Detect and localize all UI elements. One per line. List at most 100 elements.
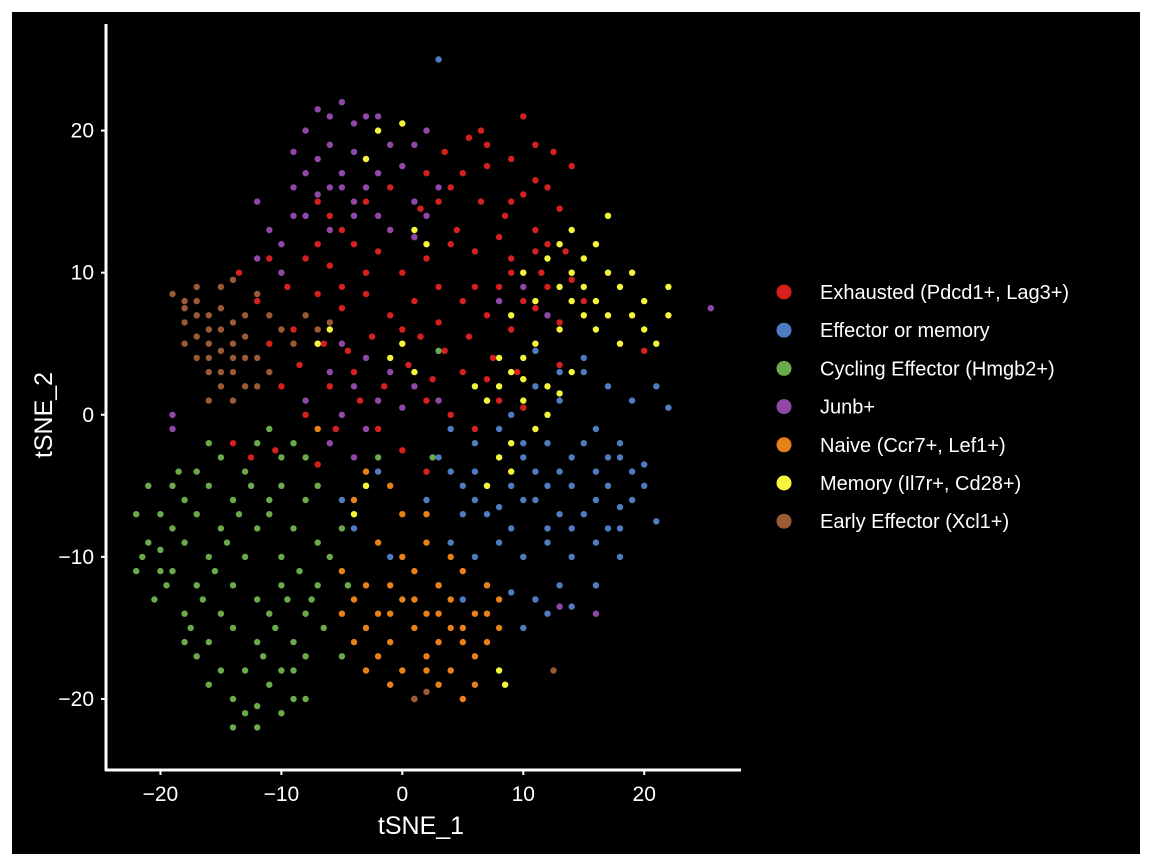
point-s0-83 [435,319,442,326]
point-s4-6 [495,624,503,632]
point-s0-34 [556,319,563,326]
point-s2-61 [272,624,279,632]
point-s4-31 [338,610,346,617]
point-s1-56 [616,525,624,532]
point-s1-62 [580,440,587,447]
point-s6-12 [205,368,212,376]
point-s6-28 [254,383,261,390]
point-s0-40 [514,368,521,376]
point-s6-44 [217,368,225,376]
point-s0-24 [314,290,321,298]
point-s1-25 [447,539,454,546]
y-tick-label-1: −10 [58,546,94,569]
point-s1-38 [556,582,563,589]
point-s0-80 [314,241,321,248]
point-s6-13 [217,383,225,390]
point-s1-34 [459,596,466,603]
point-s0-18 [399,269,406,276]
point-s1-55 [592,468,600,475]
point-s0-27 [387,312,394,319]
point-s2-2 [157,511,164,518]
point-s4-30 [362,667,370,674]
point-s2-30 [266,681,273,688]
point-s0-81 [290,326,297,333]
point-s0-60 [381,383,388,390]
point-s4-2 [399,596,406,603]
point-s2-53 [199,596,206,603]
point-s4-10 [435,638,442,646]
point-s5-44 [399,340,406,347]
point-s1-68 [520,440,527,447]
point-s1-53 [544,525,551,532]
point-s2-80 [157,567,164,575]
point-s0-66 [247,454,255,461]
point-s2-0 [133,567,140,575]
point-s0-53 [447,184,454,191]
point-s5-42 [411,226,418,234]
point-s1-28 [520,553,527,561]
point-s3-58 [350,454,358,461]
point-s5-53 [544,255,551,262]
point-s2-1 [145,539,152,546]
point-s1-47 [616,503,624,511]
point-s3-35 [278,269,285,276]
point-s6-29 [205,397,212,404]
point-s0-94 [471,425,479,433]
point-s1-12 [544,440,551,447]
point-s4-23 [399,553,406,561]
point-s2-63 [296,567,303,575]
point-s5-11 [592,326,600,333]
point-s0-100 [435,198,442,205]
point-s4-46 [362,582,370,589]
point-s0-5 [550,148,557,156]
point-s1-27 [495,539,503,546]
point-s0-67 [229,440,237,447]
point-s1-70 [568,525,575,532]
point-s3-62 [544,312,551,319]
point-s3-61 [520,283,527,291]
point-s1-52 [520,496,527,504]
point-s2-44 [314,539,321,546]
point-s0-96 [520,404,527,411]
point-s1-23 [628,397,636,404]
point-s2-43 [302,496,309,504]
point-s3-30 [362,113,370,120]
point-s4-39 [423,511,430,518]
point-s0-11 [556,205,563,212]
point-s1-6 [604,482,612,489]
point-s5-3 [592,241,600,248]
point-s2-82 [181,496,188,504]
point-s2-27 [278,582,285,589]
point-s0-97 [326,383,333,390]
point-s3-23 [411,198,418,205]
point-s2-60 [260,653,267,660]
point-s6-36 [241,333,249,340]
point-s0-38 [465,333,473,340]
point-s2-84 [205,440,212,447]
point-s2-4 [151,596,158,603]
point-s3-7 [387,141,394,148]
point-s1-11 [520,454,527,461]
point-s2-7 [193,511,200,518]
point-s2-48 [145,482,152,489]
point-s5-15 [580,283,587,291]
point-s4-0 [350,596,358,603]
point-s0-19 [374,248,382,255]
x-tick-label-2: 0 [396,783,408,806]
point-s5-41 [399,120,406,127]
legend-swatch-0 [776,284,792,300]
point-s4-45 [387,610,394,617]
point-s3-57 [362,354,370,362]
point-s6-8 [205,340,212,347]
legend-swatch-3 [776,399,792,415]
point-s2-66 [290,667,297,674]
point-s3-38 [411,141,418,148]
point-s2-38 [302,610,309,617]
point-s1-30 [568,553,575,561]
point-s1-7 [628,496,636,504]
point-s0-106 [338,226,346,234]
point-s0-43 [320,340,327,347]
point-s3-4 [314,155,321,163]
point-s3-48 [169,425,176,433]
point-s5-58 [362,482,370,489]
